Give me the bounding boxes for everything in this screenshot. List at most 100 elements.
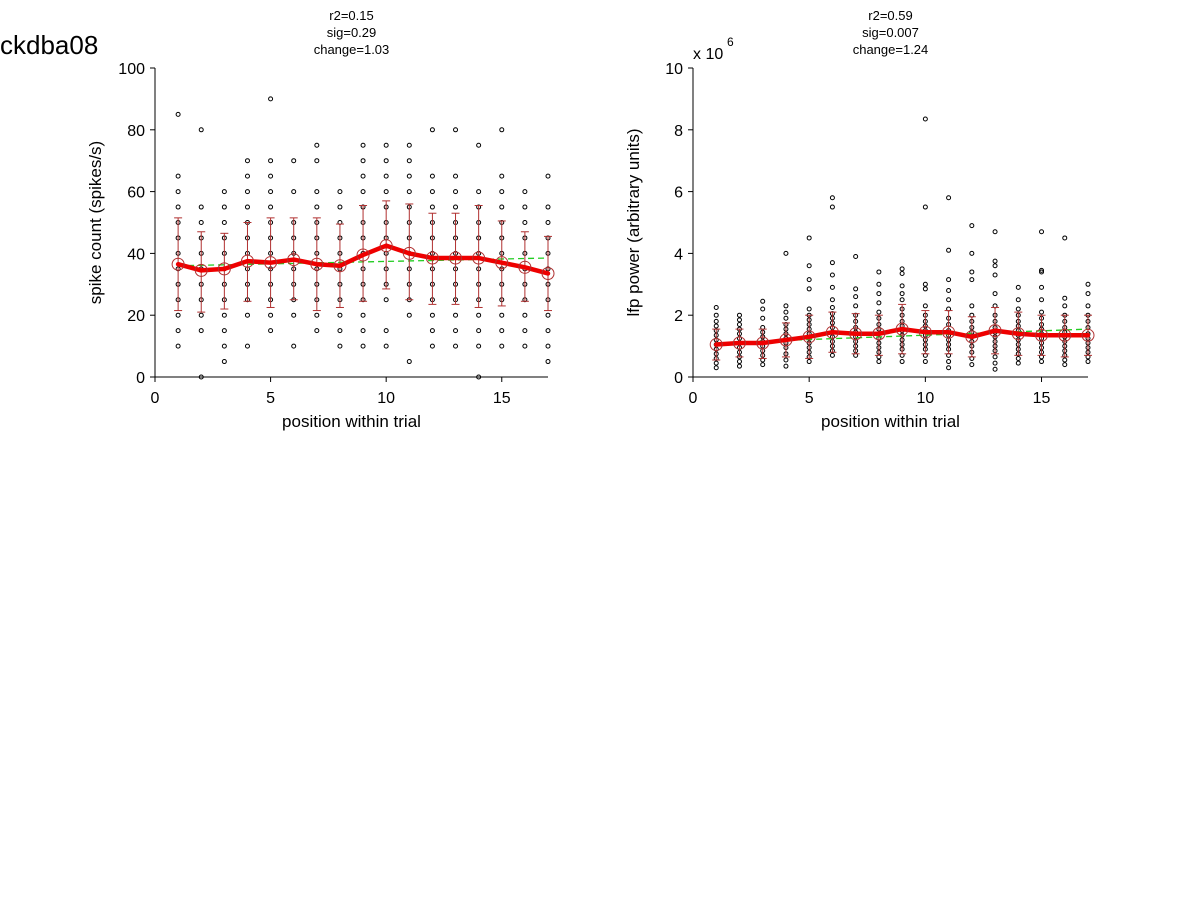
- lfp-power-panel: r2=0.59 sig=0.007 change=1.24 0 5 10 15 0 2 4 6 8 10…: [624, 8, 1095, 431]
- scatter-point: [337, 204, 343, 210]
- scatter-point: [899, 291, 905, 297]
- scatter-point: [1015, 360, 1021, 366]
- mean-marker: [988, 324, 1002, 338]
- x-axis-label: position within trial: [282, 412, 421, 431]
- scatter-point: [522, 312, 528, 318]
- mean-marker: [356, 248, 370, 262]
- scatter-point: [268, 173, 274, 179]
- scatter-point: [198, 127, 204, 133]
- scatter-point: [946, 277, 952, 283]
- stat-label: change=1.03: [314, 42, 390, 57]
- scatter-point: [713, 304, 719, 310]
- scatter-point: [244, 312, 250, 318]
- scatter-point: [499, 127, 505, 133]
- scatter-point: [1085, 303, 1091, 309]
- mean-marker: [449, 251, 463, 265]
- y-tick-label: 80: [127, 123, 145, 140]
- y-tick-label: 8: [674, 123, 683, 140]
- scatter-point: [453, 343, 459, 349]
- mean-marker: [1011, 327, 1025, 341]
- scatter-point: [1015, 297, 1021, 303]
- scatter-point: [453, 328, 459, 334]
- scatter-point: [383, 297, 389, 303]
- scatter-point: [545, 204, 551, 210]
- mean-marker: [802, 330, 816, 344]
- scatter-point: [383, 189, 389, 195]
- scatter-point: [736, 312, 742, 318]
- y-tick-label: 6: [674, 185, 683, 202]
- scatter-point: [314, 312, 320, 318]
- scatter-point: [383, 173, 389, 179]
- x-tick-label: 15: [1033, 390, 1051, 407]
- scatter-point: [1039, 359, 1045, 365]
- scatter-point: [429, 343, 435, 349]
- scatter-point: [922, 116, 928, 122]
- scatter-point: [476, 312, 482, 318]
- scatter-point: [783, 309, 789, 315]
- scatter-point: [713, 312, 719, 318]
- mean-marker: [779, 333, 793, 347]
- scatter-point: [736, 317, 742, 323]
- mean-marker: [194, 263, 208, 277]
- stat-label: r2=0.59: [868, 8, 912, 23]
- scatter-point: [1015, 355, 1021, 361]
- spike-count-panel: r2=0.15 sig=0.29 change=1.03 0 5 10 15 0 20 40 60 8…: [86, 8, 555, 431]
- scatter-point: [1039, 284, 1045, 290]
- scatter-point: [992, 258, 998, 264]
- scatter-point: [453, 189, 459, 195]
- scatter-point: [1085, 281, 1091, 287]
- mean-line: [713, 326, 1091, 347]
- scatter-point: [545, 220, 551, 225]
- scatter-point: [829, 352, 835, 358]
- scatter-point: [175, 328, 181, 334]
- stat-label: r2=0.15: [329, 8, 373, 23]
- scatter-point: [969, 250, 975, 256]
- mean-marker: [756, 336, 770, 350]
- scatter-point: [853, 294, 859, 300]
- scatter-point: [713, 323, 719, 329]
- scatter-point: [1062, 362, 1068, 368]
- scatter-point: [713, 365, 719, 371]
- scatter-point: [1015, 284, 1021, 290]
- scatter-point: [360, 158, 366, 164]
- scatter-point: [876, 281, 882, 287]
- scatter-point: [899, 359, 905, 365]
- scatter-point: [713, 360, 719, 366]
- x-tick-label: 5: [266, 390, 275, 407]
- scatter-point: [314, 158, 320, 164]
- scatter-point: [221, 312, 227, 318]
- scatter-point: [1062, 235, 1068, 241]
- mean-marker: [472, 251, 486, 265]
- scatter-point: [244, 158, 250, 164]
- mean-marker: [965, 330, 979, 344]
- scatter-point: [829, 260, 835, 266]
- scatter-point: [760, 362, 766, 368]
- mean-marker: [264, 256, 278, 270]
- scatter-point: [314, 328, 320, 334]
- mean-marker: [402, 246, 416, 260]
- scatter-point: [453, 173, 459, 179]
- scatter-point: [899, 283, 905, 289]
- scatter-point: [221, 220, 227, 225]
- scatter-point: [476, 374, 482, 380]
- scatter-point: [806, 286, 812, 292]
- stat-label: change=1.24: [853, 42, 929, 57]
- mean-marker: [217, 262, 231, 276]
- scatter-point: [268, 328, 274, 334]
- scatter-point: [522, 189, 528, 195]
- mean-marker: [425, 251, 439, 265]
- scatter-point: [876, 309, 882, 315]
- scatter-point: [360, 142, 366, 148]
- scatter-point: [383, 343, 389, 349]
- scatter-point: [337, 328, 343, 334]
- scatter-point: [713, 318, 719, 324]
- scatter-point: [946, 195, 952, 201]
- scatter-point: [360, 312, 366, 318]
- scatter-point: [992, 291, 998, 297]
- scatter-point: [829, 195, 835, 201]
- scatter-point: [244, 189, 250, 195]
- mean-marker: [287, 253, 301, 267]
- scatter-point: [876, 359, 882, 365]
- scatter-point: [760, 315, 766, 321]
